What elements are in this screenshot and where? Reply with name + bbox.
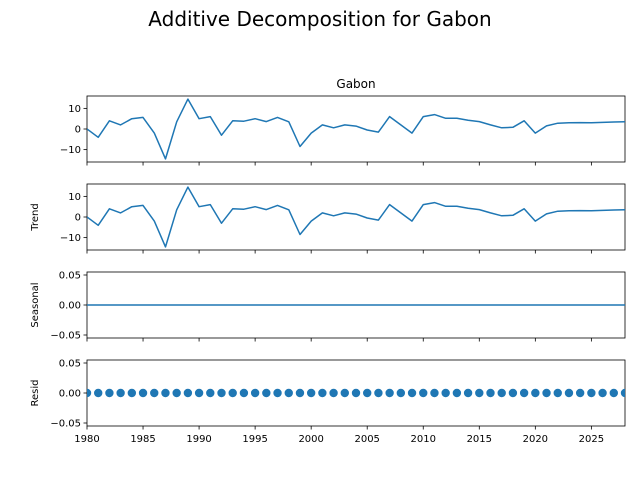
y-axis-label: Resid (30, 380, 41, 407)
resid-point (138, 388, 148, 398)
y-tick-label: 0 (75, 213, 81, 224)
resid-point (273, 388, 282, 398)
y-tick-label: −10 (60, 233, 81, 244)
x-tick-label: 2015 (467, 434, 492, 445)
resid-point (475, 388, 484, 398)
y-tick-label: 0 (75, 125, 81, 136)
resid-point (430, 388, 439, 398)
resid-point (575, 388, 585, 398)
panel-4: Resid −0.05 0.00 0.05 1980 1985 1990 1995 2000 20… (30, 359, 626, 445)
resid-point (206, 388, 215, 398)
resid-point (564, 388, 574, 398)
resid-point (116, 388, 125, 398)
resid-point (519, 388, 529, 398)
resid-point (250, 388, 260, 398)
x-tick-label: 1980 (74, 434, 99, 445)
resid-point (161, 388, 170, 398)
y-axis-label: Seasonal (30, 282, 41, 327)
resid-point (396, 388, 406, 398)
resid-point (419, 388, 428, 398)
resid-point (284, 388, 293, 398)
resid-point (217, 388, 226, 398)
panel-1: Gabon −10 0 10 (60, 77, 626, 166)
panel-3: Seasonal −0.05 0.00 0.05 (30, 271, 626, 342)
series-line (87, 186, 625, 248)
y-tick-label: 10 (68, 192, 81, 203)
resid-point (553, 388, 562, 398)
resid-point (87, 388, 92, 398)
resid-point (127, 388, 137, 398)
resid-point (463, 388, 473, 398)
x-tick-label: 2005 (354, 434, 379, 445)
y-tick-label: −0.05 (50, 419, 81, 430)
resid-point (598, 388, 607, 398)
panel-title: Gabon (336, 77, 375, 91)
resid-point (318, 388, 327, 398)
panel-2: Trend −10 0 10 (30, 183, 626, 254)
y-tick-label: −0.05 (50, 331, 81, 342)
resid-point (262, 388, 271, 398)
series-group (87, 388, 625, 398)
resid-point (609, 388, 618, 398)
resid-point (105, 388, 114, 398)
y-tick-label: 0.00 (59, 389, 81, 400)
y-tick-label: −10 (60, 145, 81, 156)
resid-point (407, 388, 417, 398)
resid-point (620, 388, 625, 398)
series-group (87, 98, 625, 160)
y-tick-label: 10 (68, 104, 81, 115)
x-tick-label: 2020 (523, 434, 548, 445)
resid-point (542, 388, 551, 398)
resid-point (374, 388, 383, 398)
resid-point (172, 388, 181, 398)
y-tick-label: 0.05 (59, 359, 81, 370)
x-tick-label: 1995 (242, 434, 267, 445)
resid-point (295, 388, 305, 398)
y-axis-label: Trend (30, 203, 41, 231)
resid-point (497, 388, 506, 398)
resid-point (587, 388, 596, 398)
figure-suptitle: Additive Decomposition for Gabon (148, 7, 491, 31)
resid-point (150, 388, 159, 398)
resid-point (385, 388, 394, 398)
x-tick-label: 2025 (579, 434, 604, 445)
resid-point (508, 388, 518, 398)
resid-point (351, 388, 361, 398)
resid-point (239, 388, 249, 398)
y-tick-label: 0.05 (59, 271, 81, 282)
series-group (87, 186, 625, 248)
x-tick-label: 1990 (186, 434, 211, 445)
y-tick-label: 0.00 (59, 301, 81, 312)
resid-point (441, 388, 450, 398)
series-line (87, 98, 625, 160)
x-tick-label: 2000 (298, 434, 323, 445)
resid-point (452, 388, 462, 398)
resid-point (306, 388, 316, 398)
resid-point (531, 388, 540, 398)
resid-point (194, 388, 204, 398)
resid-point (329, 388, 338, 398)
resid-point (183, 388, 193, 398)
x-tick-label: 2010 (411, 434, 436, 445)
resid-point (486, 388, 495, 398)
resid-point (94, 388, 103, 398)
resid-point (340, 388, 349, 398)
x-tick-label: 1985 (130, 434, 155, 445)
resid-point (228, 388, 237, 398)
resid-point (363, 388, 372, 398)
